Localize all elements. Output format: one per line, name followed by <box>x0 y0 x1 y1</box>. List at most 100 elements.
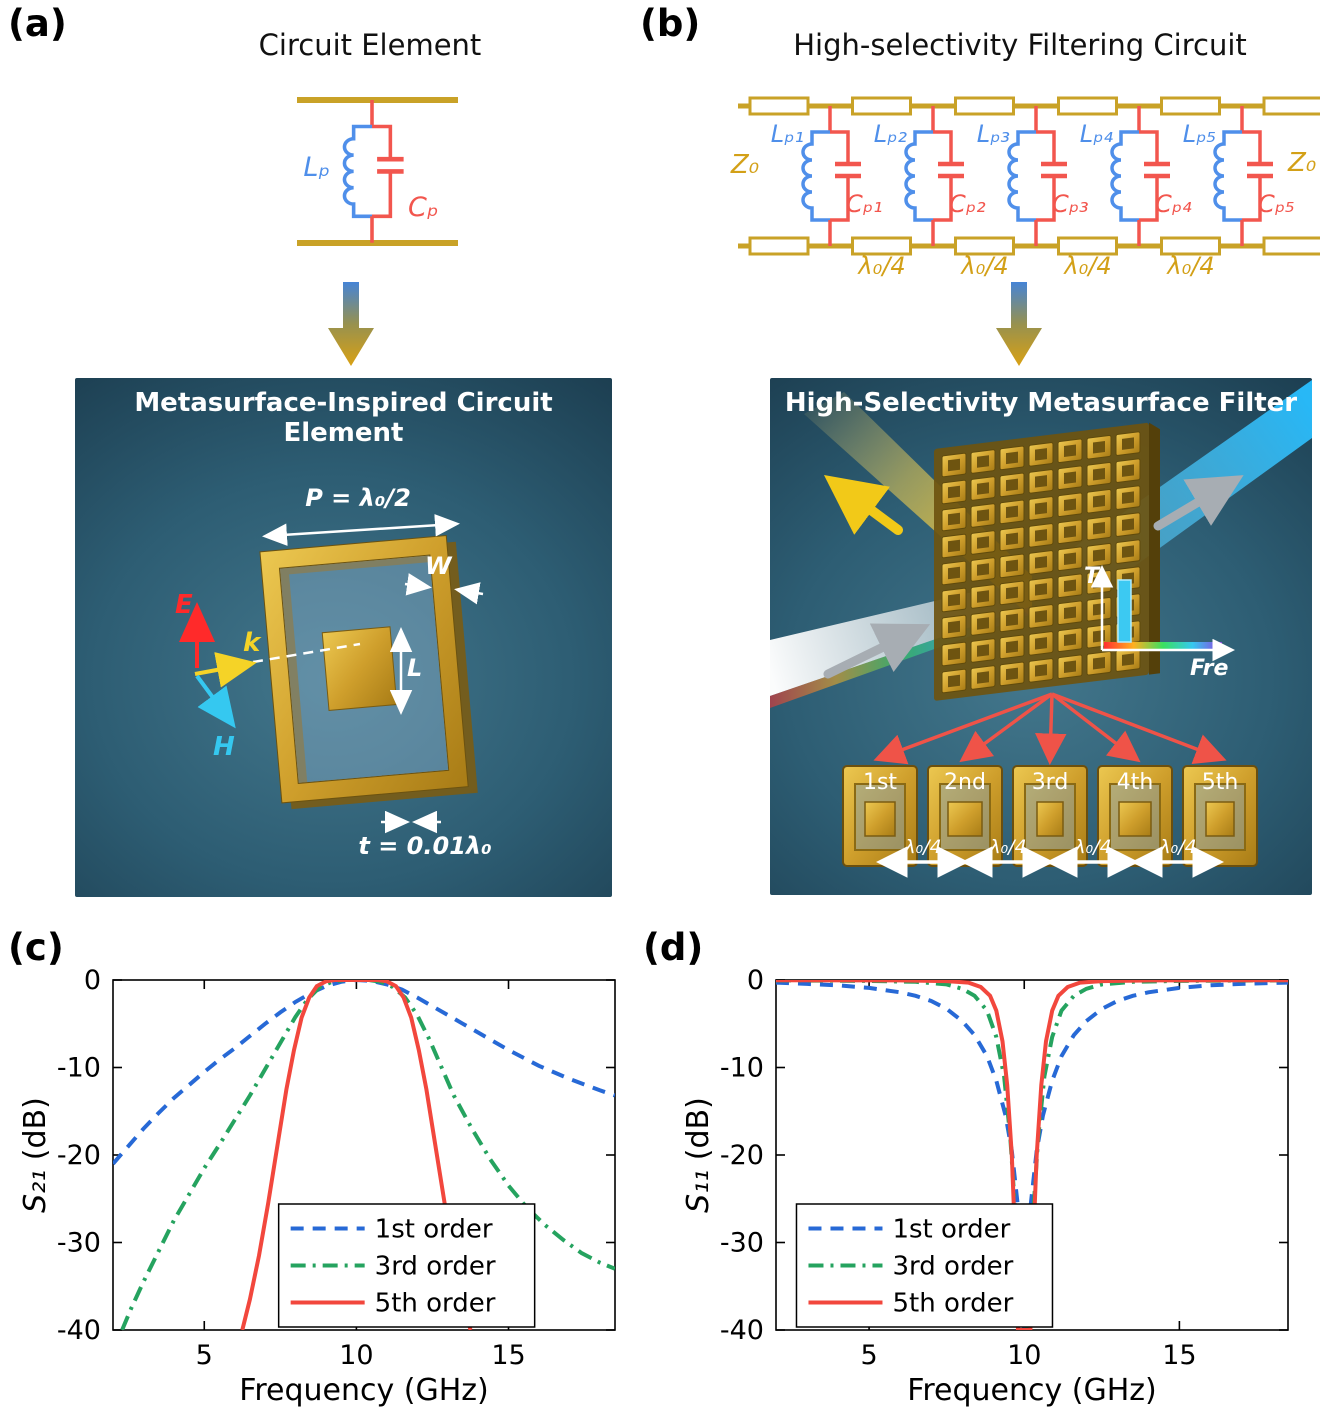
legend-entry-label: 1st order <box>892 1215 1010 1245</box>
inductor-label-3: Lₚ₃ <box>976 120 1010 148</box>
ring-width-annotation: W <box>425 552 452 580</box>
y-tick-label: -10 <box>720 1053 764 1084</box>
cell-label-4: 4th <box>1116 770 1154 795</box>
resonator-artwork <box>179 514 484 834</box>
x-tick-label: 5 <box>860 1340 877 1371</box>
panel-b-label: (b) <box>640 2 701 45</box>
y-tick-label: 0 <box>84 966 101 996</box>
x-axis-label: Frequency (GHz) <box>239 1373 488 1408</box>
unit-cell-3 <box>1012 765 1088 867</box>
unit-cell-5 <box>1182 765 1258 867</box>
capacitor-label: Cₚ <box>408 192 439 223</box>
ring-width-arrow-right <box>454 582 484 605</box>
lc-tank-5 <box>1215 106 1273 246</box>
unit-cell-4 <box>1097 765 1173 867</box>
unit-cell-1 <box>842 765 918 867</box>
cell-label-1: 1st <box>862 770 898 795</box>
unit-cell-2 <box>927 765 1003 867</box>
capacitor-label-4: Cₚ₄ <box>1155 190 1192 218</box>
y-tick-label: 0 <box>747 966 764 996</box>
capacitor-label-1: Cₚ₁ <box>846 190 883 218</box>
transform-arrow-icon <box>328 282 374 366</box>
series-5th-order <box>240 980 473 1330</box>
fan-arrow-5 <box>1051 692 1227 764</box>
render-a-title: Metasurface-Inspired Circuit Element <box>134 388 553 448</box>
fan-arrow-3 <box>1035 693 1067 765</box>
render-b-title: High-Selectivity Metasurface Filter <box>784 388 1298 418</box>
inductor-label-5: Lₚ₅ <box>1182 120 1216 148</box>
propagation-dashed-line <box>252 642 361 664</box>
inductor-label-4: Lₚ₄ <box>1079 120 1113 148</box>
e-field-label: E <box>175 590 193 620</box>
passband-bar <box>1117 579 1132 643</box>
y-tick-label: -10 <box>57 1053 101 1084</box>
thickness-annotation: t = 0.01λ₀ <box>358 832 492 860</box>
cell-label-5: 5th <box>1201 770 1239 795</box>
legend-entry-label: 3rd order <box>375 1252 496 1282</box>
fan-arrow-4 <box>1050 692 1141 763</box>
center-patch <box>321 626 398 711</box>
series-1st-order <box>113 980 615 1166</box>
filter-artwork <box>770 380 1312 878</box>
incident-arrow-icon <box>823 623 931 679</box>
panel-d-label: (d) <box>643 926 704 969</box>
y-tick-label: -40 <box>720 1315 764 1346</box>
panel-a-label: (a) <box>8 2 67 45</box>
capacitor-label-5: Cₚ₅ <box>1258 190 1295 218</box>
period-annotation: P = λ₀/2 <box>305 484 411 512</box>
period-dimension-arrow <box>262 514 460 546</box>
metasurface-element-render: Metasurface-Inspired Circuit Element <box>75 378 612 897</box>
metasurface-array <box>934 422 1160 701</box>
unit-cells <box>842 765 1258 867</box>
legend-entry-label: 3rd order <box>892 1252 1013 1282</box>
impedance-right-label: Z₀ <box>1288 148 1317 178</box>
inductor-label-1: Lₚ₁ <box>770 120 804 148</box>
panel-b-title: High-selectivity Filtering Circuit <box>793 28 1247 62</box>
spacing-label-3: λ₀/4 <box>1074 836 1112 858</box>
x-tick-label: 15 <box>1162 1340 1196 1371</box>
section-label-3: λ₀/4 <box>1064 252 1112 280</box>
impedance-left-label: Z₀ <box>730 150 760 180</box>
reflected-arrow-icon <box>823 475 903 535</box>
spacing-label-1: λ₀/4 <box>904 836 942 858</box>
k-vector-label: k <box>243 628 261 658</box>
inset-y-label: T <box>1084 564 1100 589</box>
panel-c-label: (c) <box>8 926 64 969</box>
h-field-label: H <box>213 732 235 762</box>
inset-x-label: Fre <box>1190 656 1229 681</box>
x-tick-label: 10 <box>1007 1340 1041 1371</box>
spacing-label-4: λ₀/4 <box>1159 836 1197 858</box>
decomposition-arrows <box>873 692 1227 765</box>
series-3rd-order <box>776 980 1288 1330</box>
legend-entry-label: 5th order <box>375 1289 496 1319</box>
series-5th-order <box>776 980 1288 1330</box>
transmitted-arrow-icon <box>1153 475 1244 531</box>
fan-arrow-1 <box>873 692 1053 765</box>
y-tick-label: -20 <box>720 1140 764 1171</box>
capacitor-label-3: Cₚ₃ <box>1052 190 1089 218</box>
x-tick-label: 10 <box>339 1340 373 1371</box>
legend-entry-label: 1st order <box>375 1215 493 1245</box>
legend-box <box>277 1203 536 1328</box>
legend-box <box>795 1203 1054 1328</box>
spacing-label-2: λ₀/4 <box>989 836 1027 858</box>
transform-arrow-icon <box>996 282 1042 366</box>
chart-d-plot: 5 10 15 0 -10 -20 -30 -40 Frequency (GHz) S₁₁ (dB… <box>681 965 1289 1408</box>
x-axis-label: Frequency (GHz) <box>907 1373 1156 1408</box>
x-tick-label: 5 <box>196 1340 213 1371</box>
s21-chart: 5 10 15 0 -10 -20 -30 -40 Frequency (GHz) S₂₁ (dB… <box>15 965 633 1416</box>
series-1st-order <box>776 980 1288 1330</box>
h-field-arrow <box>195 674 236 729</box>
series-3rd-order <box>120 980 615 1330</box>
filter-circuit-diagram <box>738 96 1320 256</box>
spectrum-bar <box>1104 642 1222 651</box>
metasurface-filter-render: High-Selectivity Metasurface Filter <box>770 378 1312 895</box>
chart-c-plot: 5 10 15 0 -10 -20 -30 -40 Frequency (GHz) S₂₁ (dB… <box>18 965 616 1408</box>
section-label-4: λ₀/4 <box>1167 252 1215 280</box>
cell-label-3: 3rd <box>1031 770 1069 795</box>
legend-entry-label: 5th order <box>892 1289 1013 1319</box>
patch-length-annotation: L <box>407 654 423 682</box>
capacitor-label-2: Cₚ₂ <box>949 190 986 218</box>
lc-tank-symbol <box>344 100 403 243</box>
